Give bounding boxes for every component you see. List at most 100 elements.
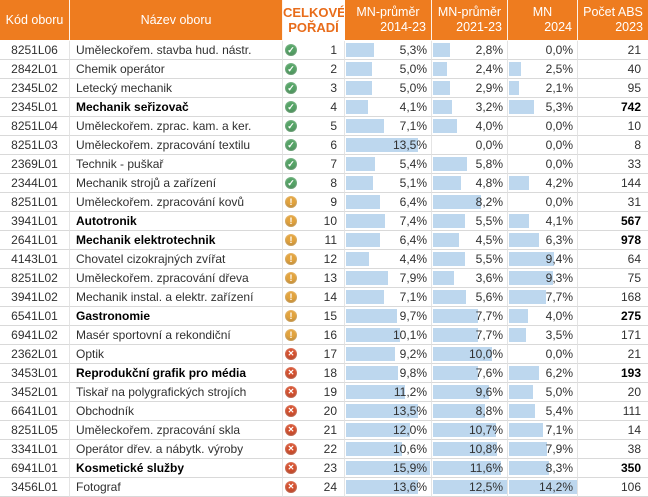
mn-avg-2021-23-cell[interactable]: 10,8%: [432, 440, 508, 459]
abs-2023-cell[interactable]: 106: [578, 478, 648, 497]
mn-avg-2014-23-cell[interactable]: 9,2%: [345, 345, 432, 364]
rank-cell[interactable]: ! 15: [283, 307, 345, 326]
col-header-mn-avg-2014-23[interactable]: MN-průměr 2014-23: [345, 0, 432, 41]
mn-avg-2014-23-cell[interactable]: 9,7%: [345, 307, 432, 326]
mn-avg-2021-23-cell[interactable]: 4,0%: [432, 117, 508, 136]
rank-cell[interactable]: ! 13: [283, 269, 345, 288]
rank-cell[interactable]: ✓ 4: [283, 98, 345, 117]
mn-avg-2014-23-cell[interactable]: 7,9%: [345, 269, 432, 288]
mn-avg-2014-23-cell[interactable]: 6,4%: [345, 231, 432, 250]
mn-avg-2014-23-cell[interactable]: 9,8%: [345, 364, 432, 383]
mn-2024-cell[interactable]: 2,1%: [508, 79, 578, 98]
col-header-name[interactable]: Název oboru: [70, 0, 283, 41]
mn-2024-cell[interactable]: 14,2%: [508, 478, 578, 497]
mn-avg-2021-23-cell[interactable]: 3,6%: [432, 269, 508, 288]
name-cell[interactable]: Letecký mechanik: [70, 79, 283, 98]
mn-avg-2014-23-cell[interactable]: 10,6%: [345, 440, 432, 459]
name-cell[interactable]: Uměleckořem. zpracování kovů: [70, 193, 283, 212]
code-cell[interactable]: 6941L01: [0, 459, 70, 478]
code-cell[interactable]: 6641L01: [0, 402, 70, 421]
mn-avg-2014-23-cell[interactable]: 15,9%: [345, 459, 432, 478]
code-cell[interactable]: 8251L04: [0, 117, 70, 136]
col-header-code[interactable]: Kód oboru: [0, 0, 70, 41]
code-cell[interactable]: 3452L01: [0, 383, 70, 402]
name-cell[interactable]: Technik - puškař: [70, 155, 283, 174]
abs-2023-cell[interactable]: 350: [578, 459, 648, 478]
mn-avg-2021-23-cell[interactable]: 11,6%: [432, 459, 508, 478]
abs-2023-cell[interactable]: 10: [578, 117, 648, 136]
mn-avg-2021-23-cell[interactable]: 5,5%: [432, 250, 508, 269]
name-cell[interactable]: Obchodník: [70, 402, 283, 421]
rank-cell[interactable]: ! 14: [283, 288, 345, 307]
abs-2023-cell[interactable]: 275: [578, 307, 648, 326]
abs-2023-cell[interactable]: 64: [578, 250, 648, 269]
col-header-abs-count-2023[interactable]: Počet ABS 2023: [578, 0, 648, 41]
code-cell[interactable]: 8251L01: [0, 193, 70, 212]
name-cell[interactable]: Uměleckořem. zpracování dřeva: [70, 269, 283, 288]
rank-cell[interactable]: ✕ 22: [283, 440, 345, 459]
rank-cell[interactable]: ✕ 24: [283, 478, 345, 497]
mn-avg-2021-23-cell[interactable]: 3,2%: [432, 98, 508, 117]
abs-2023-cell[interactable]: 742: [578, 98, 648, 117]
mn-avg-2021-23-cell[interactable]: 7,6%: [432, 364, 508, 383]
mn-2024-cell[interactable]: 7,9%: [508, 440, 578, 459]
name-cell[interactable]: Operátor dřev. a nábytk. výroby: [70, 440, 283, 459]
mn-2024-cell[interactable]: 4,2%: [508, 174, 578, 193]
mn-avg-2021-23-cell[interactable]: 4,5%: [432, 231, 508, 250]
mn-2024-cell[interactable]: 9,3%: [508, 269, 578, 288]
mn-2024-cell[interactable]: 6,3%: [508, 231, 578, 250]
mn-2024-cell[interactable]: 0,0%: [508, 136, 578, 155]
col-header-overall-rank[interactable]: CELKOVÉ POŘADÍ: [283, 0, 345, 41]
code-cell[interactable]: 3341L01: [0, 440, 70, 459]
code-cell[interactable]: 2369L01: [0, 155, 70, 174]
rank-cell[interactable]: ✓ 7: [283, 155, 345, 174]
name-cell[interactable]: Masér sportovní a rekondiční: [70, 326, 283, 345]
name-cell[interactable]: Kosmetické služby: [70, 459, 283, 478]
mn-avg-2021-23-cell[interactable]: 0,0%: [432, 136, 508, 155]
rank-cell[interactable]: ✓ 2: [283, 60, 345, 79]
name-cell[interactable]: Uměleckořem. zprac. kam. a ker.: [70, 117, 283, 136]
abs-2023-cell[interactable]: 40: [578, 60, 648, 79]
code-cell[interactable]: 3453L01: [0, 364, 70, 383]
rank-cell[interactable]: ✓ 8: [283, 174, 345, 193]
mn-2024-cell[interactable]: 0,0%: [508, 155, 578, 174]
code-cell[interactable]: 4143L01: [0, 250, 70, 269]
mn-2024-cell[interactable]: 5,0%: [508, 383, 578, 402]
mn-avg-2014-23-cell[interactable]: 7,1%: [345, 117, 432, 136]
mn-2024-cell[interactable]: 5,4%: [508, 402, 578, 421]
mn-avg-2014-23-cell[interactable]: 11,2%: [345, 383, 432, 402]
mn-avg-2021-23-cell[interactable]: 9,6%: [432, 383, 508, 402]
code-cell[interactable]: 2362L01: [0, 345, 70, 364]
rank-cell[interactable]: ! 11: [283, 231, 345, 250]
name-cell[interactable]: Mechanik elektrotechnik: [70, 231, 283, 250]
rank-cell[interactable]: ✕ 21: [283, 421, 345, 440]
rank-cell[interactable]: ! 12: [283, 250, 345, 269]
mn-avg-2021-23-cell[interactable]: 5,5%: [432, 212, 508, 231]
name-cell[interactable]: Mechanik instal. a elektr. zařízení: [70, 288, 283, 307]
name-cell[interactable]: Fotograf: [70, 478, 283, 497]
abs-2023-cell[interactable]: 171: [578, 326, 648, 345]
mn-2024-cell[interactable]: 3,5%: [508, 326, 578, 345]
mn-avg-2014-23-cell[interactable]: 13,5%: [345, 136, 432, 155]
mn-2024-cell[interactable]: 0,0%: [508, 193, 578, 212]
code-cell[interactable]: 6541L01: [0, 307, 70, 326]
mn-avg-2014-23-cell[interactable]: 5,1%: [345, 174, 432, 193]
code-cell[interactable]: 6941L02: [0, 326, 70, 345]
mn-2024-cell[interactable]: 7,7%: [508, 288, 578, 307]
mn-avg-2021-23-cell[interactable]: 10,0%: [432, 345, 508, 364]
col-header-mn-2024[interactable]: MN 2024: [508, 0, 578, 41]
code-cell[interactable]: 8251L02: [0, 269, 70, 288]
code-cell[interactable]: 2345L01: [0, 98, 70, 117]
mn-avg-2021-23-cell[interactable]: 2,9%: [432, 79, 508, 98]
rank-cell[interactable]: ! 16: [283, 326, 345, 345]
rank-cell[interactable]: ✕ 19: [283, 383, 345, 402]
name-cell[interactable]: Mechanik seřizovač: [70, 98, 283, 117]
abs-2023-cell[interactable]: 168: [578, 288, 648, 307]
name-cell[interactable]: Chovatel cizokrajných zvířat: [70, 250, 283, 269]
mn-avg-2021-23-cell[interactable]: 8,8%: [432, 402, 508, 421]
abs-2023-cell[interactable]: 567: [578, 212, 648, 231]
abs-2023-cell[interactable]: 38: [578, 440, 648, 459]
mn-2024-cell[interactable]: 0,0%: [508, 117, 578, 136]
mn-avg-2014-23-cell[interactable]: 5,4%: [345, 155, 432, 174]
mn-avg-2014-23-cell[interactable]: 4,1%: [345, 98, 432, 117]
